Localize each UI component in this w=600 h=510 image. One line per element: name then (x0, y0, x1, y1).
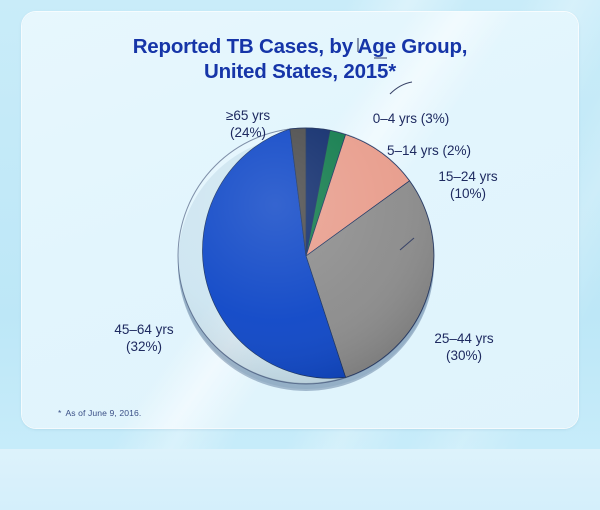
pie-label-65-plus-yrs: ≥65 yrs (24%) (188, 108, 308, 141)
footnote-text: As of June 9, 2016. (65, 408, 142, 418)
pie-label-15-24-yrs: 15–24 yrs (10%) (414, 169, 522, 202)
page-title: Reported TB Cases, by Age Group, United … (22, 34, 578, 84)
pie-chart: ≥65 yrs (24%) 0–4 yrs (3%) 5–14 yrs (2%)… (22, 12, 578, 428)
pie-label-45-64-yrs: 45–64 yrs (32%) (86, 322, 202, 355)
pie-label-45-64-yrs-line1: 45–64 yrs (114, 322, 174, 337)
content-panel: Reported TB Cases, by Age Group, United … (22, 12, 578, 428)
footnote-marker: * (58, 408, 62, 418)
leader-line-25-44-yrs (399, 237, 415, 251)
leader-line-15-24-yrs (389, 81, 413, 95)
title-line-1: Reported TB Cases, by Age Group, (132, 35, 468, 58)
pie-sheen (178, 128, 434, 384)
pie-label-25-44-yrs: 25–44 yrs (30%) (406, 331, 522, 364)
pie-label-15-24-yrs-line1: 15–24 yrs (438, 169, 498, 184)
pie-chart-svg (177, 38, 435, 391)
pie-label-65-plus-yrs-line1: ≥65 yrs (225, 108, 271, 123)
pie-label-45-64-yrs-line2: (32%) (125, 338, 162, 354)
footnote: * As of June 9, 2016. (58, 408, 141, 418)
pie-label-0-4-yrs-line1: 0–4 yrs (3%) (372, 111, 450, 126)
title-line-2: United States, 2015* (204, 60, 396, 83)
pie-label-5-14-yrs-line1: 5–14 yrs (2%) (387, 143, 472, 158)
pie-label-65-plus-yrs-line2: (24%) (229, 124, 266, 140)
background-band (0, 449, 600, 510)
pie-label-0-4-yrs: 0–4 yrs (3%) (351, 111, 471, 128)
pie-outline (177, 127, 435, 385)
pie-label-15-24-yrs-line2: (10%) (449, 185, 486, 201)
pie-label-5-14-yrs: 5–14 yrs (2%) (387, 143, 519, 160)
pie-label-25-44-yrs-line2: (30%) (445, 347, 482, 363)
pie-label-25-44-yrs-line1: 25–44 yrs (434, 331, 494, 346)
